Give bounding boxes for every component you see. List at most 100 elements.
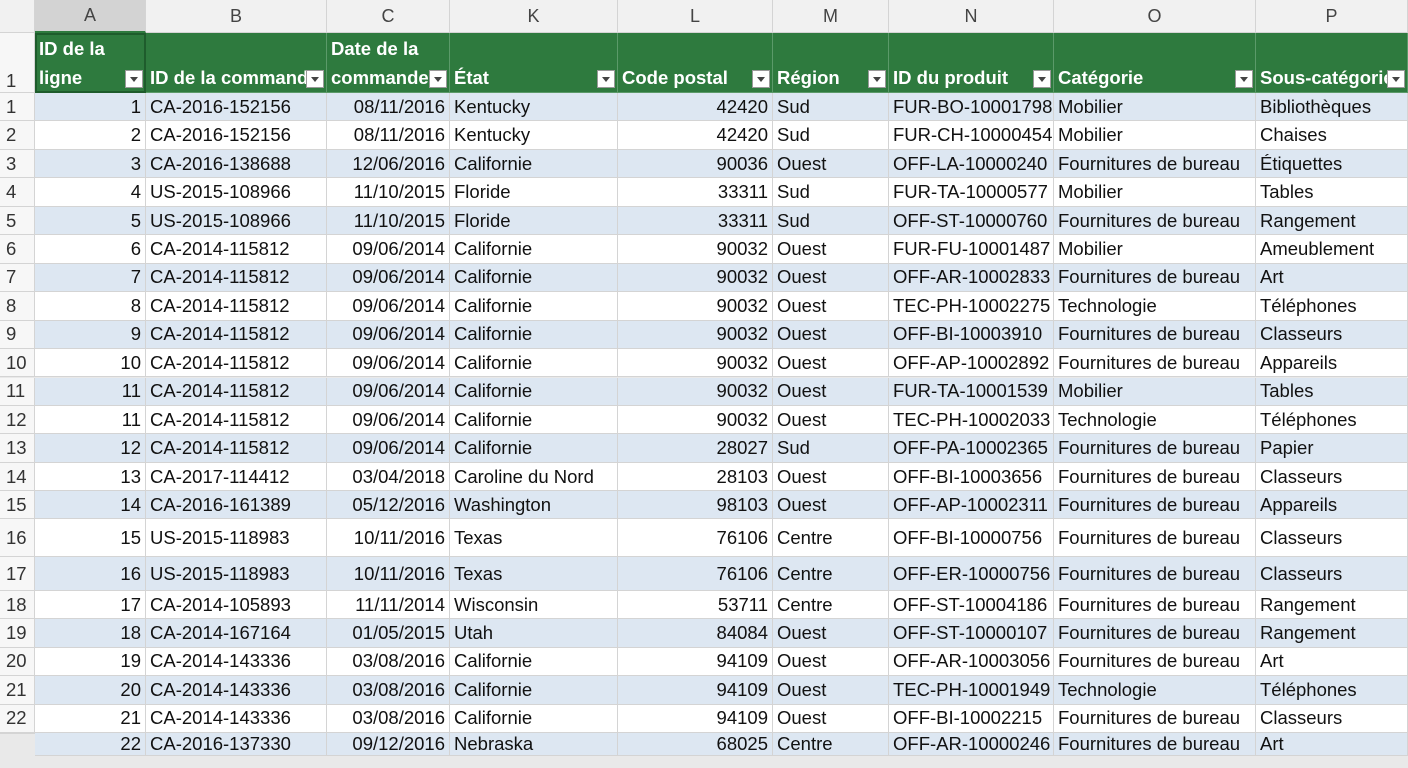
cell[interactable]: 19 [35, 647, 146, 677]
cell[interactable]: OFF-AR-10000246 [889, 733, 1054, 757]
cell[interactable]: OFF-BI-10002215 [889, 704, 1054, 734]
cell[interactable]: 21 [35, 704, 146, 734]
cell[interactable]: Californie [450, 704, 618, 734]
cell[interactable]: Kentucky [450, 93, 618, 122]
cell[interactable]: Rangement [1256, 206, 1408, 236]
row-number[interactable]: 14 [0, 462, 35, 492]
cell[interactable]: US-2015-108966 [146, 206, 327, 236]
cell[interactable]: Centre [773, 557, 889, 592]
column-letter[interactable]: N [889, 0, 1054, 33]
cell[interactable]: 11/11/2014 [327, 591, 450, 620]
cell[interactable]: Fournitures de bureau [1054, 462, 1256, 492]
cell[interactable]: Art [1256, 263, 1408, 293]
filter-button[interactable] [1033, 70, 1051, 88]
row-number[interactable]: 18 [0, 591, 35, 620]
cell[interactable]: OFF-LA-10000240 [889, 149, 1054, 179]
row-number[interactable]: 15 [0, 491, 35, 520]
cell[interactable]: Ouest [773, 676, 889, 705]
column-letter[interactable]: L [618, 0, 773, 33]
cell[interactable]: 10/11/2016 [327, 519, 450, 558]
cell[interactable]: OFF-AP-10002311 [889, 491, 1054, 520]
cell[interactable]: 09/12/2016 [327, 733, 450, 757]
cell[interactable]: Fournitures de bureau [1054, 349, 1256, 378]
cell[interactable]: 10 [35, 349, 146, 378]
cell[interactable]: Fournitures de bureau [1054, 647, 1256, 677]
cell[interactable]: 7 [35, 263, 146, 293]
cell[interactable]: 09/06/2014 [327, 377, 450, 406]
cell[interactable]: Classeurs [1256, 557, 1408, 592]
cell[interactable]: 22 [35, 733, 146, 757]
cell[interactable]: Mobilier [1054, 178, 1256, 207]
cell[interactable]: Californie [450, 349, 618, 378]
cell[interactable]: Étiquettes [1256, 149, 1408, 179]
cell[interactable]: CA-2014-143336 [146, 704, 327, 734]
column-letter[interactable]: A [35, 0, 146, 33]
cell[interactable]: OFF-ST-10004186 [889, 591, 1054, 620]
header-cell[interactable]: ID de la commande [146, 33, 327, 93]
cell[interactable]: Technologie [1054, 676, 1256, 705]
cell[interactable]: Papier [1256, 434, 1408, 463]
cell[interactable]: 18 [35, 619, 146, 648]
cell[interactable]: Californie [450, 647, 618, 677]
cell[interactable]: Appareils [1256, 491, 1408, 520]
cell[interactable]: Fournitures de bureau [1054, 704, 1256, 734]
filter-button[interactable] [868, 70, 886, 88]
row-number[interactable]: 5 [0, 206, 35, 236]
row-number[interactable]: 22 [0, 704, 35, 734]
cell[interactable]: Texas [450, 557, 618, 592]
cell[interactable]: 42420 [618, 121, 773, 150]
cell[interactable]: Fournitures de bureau [1054, 320, 1256, 350]
cell[interactable]: CA-2014-115812 [146, 320, 327, 350]
cell[interactable]: Caroline du Nord [450, 462, 618, 492]
cell[interactable]: Classeurs [1256, 462, 1408, 492]
cell[interactable]: Téléphones [1256, 292, 1408, 321]
row-number[interactable]: 17 [0, 557, 35, 592]
row-number[interactable]: 3 [0, 149, 35, 179]
cell[interactable]: Utah [450, 619, 618, 648]
cell[interactable]: OFF-BI-10003656 [889, 462, 1054, 492]
cell[interactable]: 17 [35, 591, 146, 620]
row-number[interactable]: 1 [0, 33, 35, 93]
cell[interactable]: Téléphones [1256, 676, 1408, 705]
cell[interactable]: Ouest [773, 491, 889, 520]
filter-button[interactable] [1235, 70, 1253, 88]
cell[interactable]: US-2015-108966 [146, 178, 327, 207]
cell[interactable]: 09/06/2014 [327, 292, 450, 321]
cell[interactable]: 90032 [618, 405, 773, 435]
cell[interactable]: Fournitures de bureau [1054, 733, 1256, 757]
row-number[interactable]: 10 [0, 349, 35, 378]
cell[interactable]: Fournitures de bureau [1054, 149, 1256, 179]
cell[interactable]: Ouest [773, 292, 889, 321]
cell[interactable]: Californie [450, 292, 618, 321]
column-letter[interactable]: B [146, 0, 327, 33]
cell[interactable]: 14 [35, 491, 146, 520]
cell[interactable]: 09/06/2014 [327, 235, 450, 264]
cell[interactable]: Bibliothèques [1256, 93, 1408, 122]
cell[interactable]: Centre [773, 591, 889, 620]
cell[interactable]: Mobilier [1054, 235, 1256, 264]
cell[interactable]: Californie [450, 149, 618, 179]
cell[interactable]: Sud [773, 206, 889, 236]
cell[interactable]: OFF-BI-10000756 [889, 519, 1054, 558]
cell[interactable]: 28103 [618, 462, 773, 492]
cell[interactable]: US-2015-118983 [146, 519, 327, 558]
cell[interactable]: 94109 [618, 647, 773, 677]
cell[interactable]: 4 [35, 178, 146, 207]
cell[interactable]: Ouest [773, 320, 889, 350]
cell[interactable]: Floride [450, 206, 618, 236]
cell[interactable]: 6 [35, 235, 146, 264]
cell[interactable]: Sud [773, 121, 889, 150]
cell[interactable]: Ouest [773, 647, 889, 677]
row-number[interactable]: 7 [0, 263, 35, 293]
row-number[interactable]: 21 [0, 676, 35, 705]
row-number[interactable]: 19 [0, 619, 35, 648]
cell[interactable]: 76106 [618, 557, 773, 592]
column-letter[interactable]: C [327, 0, 450, 33]
cell[interactable]: 5 [35, 206, 146, 236]
cell[interactable]: 09/06/2014 [327, 405, 450, 435]
cell[interactable]: 12 [35, 434, 146, 463]
header-cell[interactable]: Code postal [618, 33, 773, 93]
cell[interactable]: CA-2014-167164 [146, 619, 327, 648]
cell[interactable]: 16 [35, 557, 146, 592]
cell[interactable]: Ouest [773, 405, 889, 435]
